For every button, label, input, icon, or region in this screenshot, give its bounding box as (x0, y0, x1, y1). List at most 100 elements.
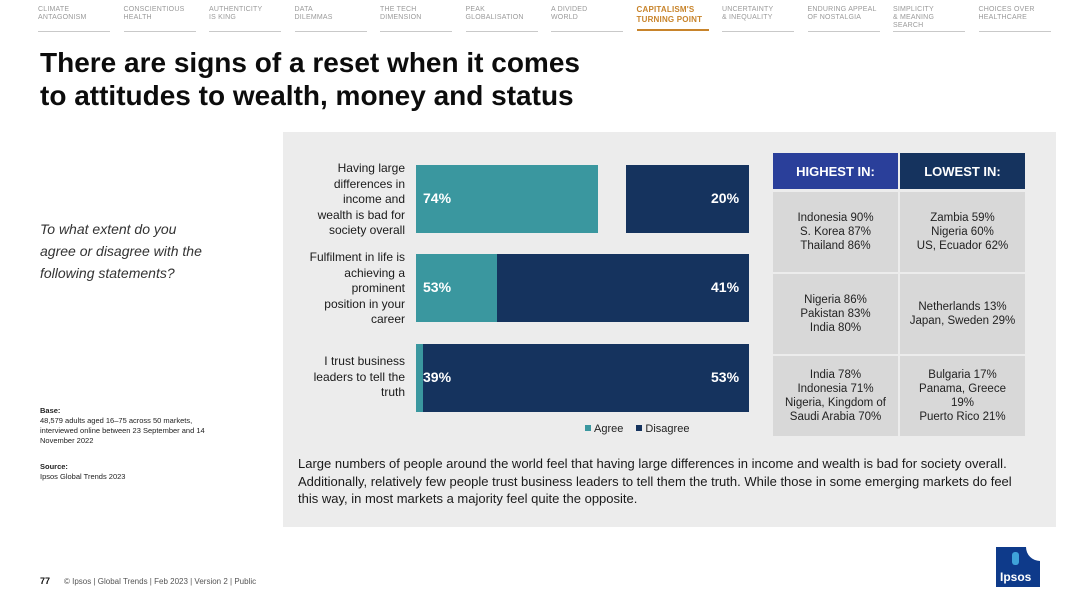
base-line-1: 48,579 adults aged 16–75 across 50 marke… (40, 416, 193, 425)
nav-tab-10[interactable]: ENDURING APPEAL OF NOSTALGIA (807, 6, 880, 32)
table-cell-line: Netherlands 13% (918, 301, 1007, 313)
category-label-line: position in your (324, 296, 405, 311)
category-label-line: I trust business (324, 354, 405, 368)
nav-tab-line-1: THE TECH (380, 6, 417, 13)
table-cell-line: Nigeria 60% (931, 226, 994, 238)
ipsos-logo: Ipsos (996, 547, 1040, 587)
category-label-line: achieving a (344, 265, 405, 280)
base-line-2: interviewed online between 23 September … (40, 426, 205, 435)
nav-tab-underline (465, 31, 538, 32)
category-label-line: differences in (333, 176, 405, 191)
table-cell-lowest-1: Zambia 59% Nigeria 60% US, Ecuador 62% (900, 192, 1025, 272)
nav-tab-underline (209, 31, 281, 32)
question-line-3: following statements? (40, 265, 175, 281)
bar-disagree-2 (496, 254, 749, 322)
logo-text: Ipsos (1000, 570, 1032, 584)
legend-label-agree: Agree (594, 423, 624, 435)
legend-swatch-disagree (636, 425, 643, 432)
nav-tab-line-2: HEALTHCARE (978, 14, 1028, 21)
table-cell-line: Nigeria 86% (804, 294, 867, 306)
nav-tab-8[interactable]: CAPITALISM'S TURNING POINT (636, 5, 709, 31)
data-label-disagree-3: 53% (711, 369, 740, 385)
data-label-disagree-2: 41% (711, 279, 740, 295)
nav-tab-underline (722, 31, 794, 32)
base-line-3: November 2022 (40, 436, 94, 445)
legend-item-disagree: Disagree (636, 423, 689, 435)
nav-tab-line-1: A DIVIDED (551, 6, 588, 13)
table-cell-highest-2: Nigeria 86% Pakistan 83% India 80% (773, 274, 898, 354)
legend-label-disagree: Disagree (645, 423, 690, 435)
table-cell-line: US, Ecuador 62% (916, 240, 1009, 252)
table-cell-line: Pakistan 83% (800, 308, 871, 320)
chart-legend: Agree Disagree (585, 423, 699, 435)
source-text: Ipsos Global Trends 2023 (40, 472, 126, 481)
nav-tab-1[interactable]: CLIMATE ANTAGONISM (38, 6, 110, 32)
nav-tab-line-1: CHOICES OVER (978, 6, 1035, 13)
legend-item-agree: Agree (585, 423, 626, 435)
source-label: Source: (40, 462, 68, 471)
nav-tab-12[interactable]: CHOICES OVER HEALTHCARE (978, 6, 1051, 32)
nav-tab-line-1: ENDURING APPEAL (807, 6, 877, 13)
nav-tab-line-2: TURNING POINT (636, 15, 703, 24)
base-label: Base: (40, 406, 61, 415)
nav-tab-11[interactable]: SIMPLICITY & MEANING SEARCH (893, 6, 965, 32)
nav-tab-7[interactable]: A DIVIDED WORLD (551, 6, 623, 32)
summary-text: Large numbers of people around the world… (298, 456, 1012, 506)
category-label-line: leaders to tell the (313, 369, 405, 384)
page-number: 77 (40, 576, 51, 586)
table-cell-lowest-3: Bulgaria 17% Panama, Greece 19% Puerto Rico… (900, 356, 1025, 436)
nav-tab-4[interactable]: DATA DILEMMAS (294, 6, 367, 32)
legend-swatch-agree (585, 425, 591, 432)
category-label-line: prominent (351, 281, 405, 295)
survey-question: To what extent do you agree or disagree … (40, 218, 260, 284)
table-header-lowest: LOWEST IN: (900, 153, 1025, 189)
nav-tab-3[interactable]: AUTHENTICITY IS KING (209, 6, 281, 32)
table-cell-line: Indonesia 90% (797, 212, 874, 224)
table-cell-highest-1: Indonesia 90% S. Korea 87% Thailand 86% (773, 192, 898, 272)
nav-tab-underline (123, 31, 196, 32)
nav-tab-9[interactable]: UNCERTAINTY & INEQUALITY (722, 6, 794, 32)
source-note: Source: Ipsos Global Trends 2023 (40, 462, 240, 482)
page-title: There are signs of a reset when it comes… (40, 46, 600, 112)
footer: 77 © Ipsos | Global Trends | Feb 2023 | V… (40, 576, 256, 586)
table-cell-line: Saudi Arabia 70% (789, 411, 882, 423)
nav-tab-line-2: WORLD (551, 14, 579, 21)
page-title-line-2: to attitudes to wealth, money and status (40, 80, 574, 111)
footer-text: © Ipsos | Global Trends | Feb 2023 | Ver… (64, 577, 257, 586)
nav-tab-line-1: PEAK (465, 6, 485, 13)
category-label-line: wealth is bad for (317, 207, 405, 222)
table-cell-lowest-2: Netherlands 13% Japan, Sweden 29% (900, 274, 1025, 354)
table-cell-line: Japan, Sweden 29% (909, 315, 1016, 327)
category-label-2: Fulfilment in life is achieving a prominen… (310, 250, 405, 328)
table-cell-line: Zambia 59% (930, 212, 995, 224)
question-line-1: To what extent do you (40, 221, 177, 237)
table-cell-line: S. Korea 87% (800, 226, 871, 238)
table-header-highest: HIGHEST IN: (773, 153, 898, 189)
nav-tab-underline (551, 31, 623, 32)
nav-tab-line-1: AUTHENTICITY (209, 6, 263, 13)
category-label-line: society overall (328, 223, 405, 237)
category-label-1: Having large differences in income and weal… (318, 161, 405, 239)
nav-tab-line-1: SIMPLICITY (893, 6, 934, 13)
category-label-line: career (370, 312, 405, 326)
category-label-3: I trust business leaders to tell the truth (314, 354, 405, 401)
table-cell-line: Thailand 86% (800, 240, 871, 252)
category-label-line: Having large (337, 161, 405, 175)
nav-tab-2[interactable]: CONSCIENTIOUS HEALTH (123, 6, 196, 32)
nav-tab-line-2: & INEQUALITY (722, 14, 773, 21)
logo-mark (1012, 552, 1019, 565)
nav-tab-underline (294, 31, 367, 32)
category-label-line: truth (380, 385, 405, 399)
nav-tab-underline (636, 29, 709, 31)
data-label-agree-3: 39% (423, 369, 452, 385)
nav-tab-6[interactable]: PEAK GLOBALISATION (465, 6, 538, 32)
data-label-agree-2: 53% (423, 279, 452, 295)
table-cell-highest-3: India 78% Indonesia 71% Nigeria, Kingdom o… (773, 356, 898, 436)
nav-tab-line-2: HEALTH (123, 14, 152, 21)
nav-tab-line-1: CAPITALISM'S (636, 5, 695, 14)
table-cell-line: Bulgaria 17% (928, 369, 997, 381)
nav-tab-line-2: ANTAGONISM (38, 14, 87, 21)
nav-tab-5[interactable]: THE TECH DIMENSION (380, 6, 452, 32)
bar-disagree-1 (625, 165, 749, 233)
category-label-line: Fulfilment in life is (309, 250, 405, 264)
